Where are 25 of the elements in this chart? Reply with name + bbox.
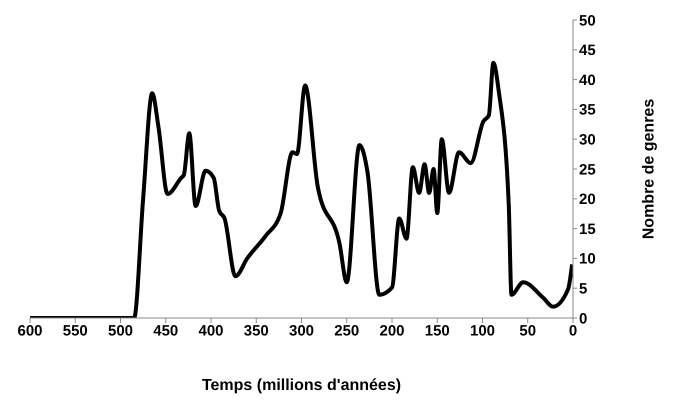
x-tick-label: 100: [470, 322, 496, 340]
x-tick-label: 600: [17, 322, 43, 340]
y-axis-title: Nombre de genres: [640, 98, 658, 240]
y-tick-label: 15: [579, 220, 596, 238]
x-tick-label: 450: [153, 322, 178, 340]
x-tick-label: 400: [198, 322, 224, 340]
y-tick-label: 45: [579, 42, 596, 60]
x-tick-label: 550: [62, 322, 88, 340]
y-tick-label: 40: [579, 72, 596, 89]
y-tick-label: 20: [579, 191, 596, 208]
x-tick-label: 50: [519, 322, 536, 340]
x-tick-label: 150: [424, 322, 450, 340]
y-tick-label: 5: [579, 280, 588, 298]
x-tick-label: 250: [334, 322, 360, 340]
x-tick-label: 300: [288, 322, 314, 340]
y-tick-label: 30: [579, 132, 596, 149]
y-tick-label: 25: [579, 161, 596, 178]
y-tick-label: 35: [579, 102, 596, 119]
x-tick-label: 200: [379, 322, 405, 340]
x-tick-label: 350: [244, 322, 269, 340]
y-tick-label: 50: [579, 12, 596, 30]
x-tick-label: 500: [108, 322, 134, 340]
y-tick-label: 0: [579, 310, 588, 328]
x-axis-title: Temps (millions d'années): [202, 377, 402, 394]
y-tick-label: 10: [579, 250, 596, 268]
